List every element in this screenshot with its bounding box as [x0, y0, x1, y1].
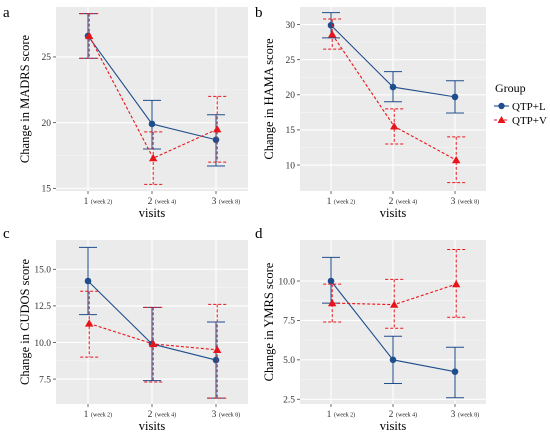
data-point: [213, 345, 222, 353]
x-tick-sublabel: (week 4): [396, 412, 417, 419]
x-tick-label: 3: [212, 410, 217, 420]
series-qtp-v: [80, 13, 227, 185]
x-axis-title: visits: [139, 206, 166, 220]
data-point: [389, 83, 397, 91]
legend-entry-qtp-v: QTP+V: [494, 115, 547, 127]
x-tick-sublabel: (week 2): [334, 199, 355, 206]
series-qtp-v: [323, 18, 466, 184]
y-axis-title: Change in CUDOS score: [18, 259, 32, 385]
panel-b: 10 15 20 25 30 1 (week 2) 2 (week 4) 3 (week 8) vis…: [255, 5, 486, 220]
panel-d: 2.5 5.0 7.5 10.0 1 (week 2) 2 (week 4) 3 (week 8)…: [255, 226, 486, 433]
y-axis-title: Change in HAMA score: [262, 38, 276, 160]
x-axis-title: visits: [139, 419, 166, 433]
panel-letter: a: [3, 5, 10, 21]
x-tick-label: 2: [389, 197, 394, 207]
y-axis-title: Change in YMRS score: [262, 262, 276, 381]
series-qtp-l: [322, 12, 464, 114]
y-tick-label: 12.5: [34, 302, 51, 312]
y-axis-title: Change in MADRS score: [18, 34, 32, 163]
legend-title: Group: [495, 81, 526, 95]
data-point: [389, 356, 397, 364]
y-tick-label: 25: [286, 56, 296, 66]
data-point: [212, 356, 220, 364]
y-tick-label: 10.0: [34, 339, 51, 349]
data-point: [452, 155, 461, 164]
x-tick-label: 2: [148, 197, 153, 207]
x-tick-label: 2: [148, 410, 153, 420]
y-tick-label: 15: [286, 126, 296, 136]
y-tick-label: 20: [42, 119, 52, 129]
x-tick-sublabel: (week 8): [219, 199, 240, 206]
x-tick-label: 3: [451, 197, 456, 207]
y-tick-label: 7.5: [39, 375, 51, 385]
y-tick-label: 2.5: [283, 396, 295, 406]
data-point: [84, 277, 92, 285]
x-tick-label: 3: [451, 410, 456, 420]
data-point: [327, 21, 335, 29]
panel-letter: b: [255, 5, 263, 21]
x-tick-label: 2: [389, 410, 394, 420]
y-tick-label: 25: [42, 53, 52, 63]
y-tick-label: 10: [286, 161, 296, 171]
panel-c: 7.5 10.0 12.5 15.0 1 (week 2) 2 (week 4) 3 (week …: [3, 226, 248, 433]
x-tick-sublabel: (week 2): [91, 412, 112, 419]
x-tick-sublabel: (week 2): [334, 412, 355, 419]
y-tick-label: 30: [286, 21, 296, 31]
y-tick-label: 20: [286, 91, 296, 101]
x-tick-sublabel: (week 4): [155, 199, 176, 206]
legend-marker: [498, 102, 505, 110]
x-tick-sublabel: (week 8): [458, 412, 479, 419]
y-tick-label: 5.0: [283, 356, 295, 366]
x-tick-sublabel: (week 8): [458, 199, 479, 206]
data-point: [149, 339, 158, 348]
x-tick-label: 1: [84, 410, 89, 420]
panel-a: 15 20 25 1 (week 2) 2 (week 4) 3 (week 8) visits C…: [3, 5, 248, 220]
legend-label: QTP+V: [512, 115, 547, 127]
x-tick-label: 1: [84, 197, 89, 207]
legend-entry-qtp-l: QTP+L: [494, 101, 546, 113]
x-tick-sublabel: (week 4): [155, 412, 176, 419]
data-point: [212, 136, 220, 144]
legend-label: QTP+L: [512, 101, 546, 113]
data-point: [390, 300, 399, 308]
y-tick-label: 7.5: [283, 317, 295, 327]
x-axis-title: visits: [380, 419, 407, 433]
x-tick-label: 1: [327, 197, 332, 207]
legend: Group QTP+L QTP+V: [494, 81, 547, 127]
series-qtp-v: [323, 248, 466, 329]
x-axis-title: visits: [380, 206, 407, 220]
series-qtp-l: [322, 256, 464, 399]
data-point: [85, 31, 94, 40]
panel-letter: c: [3, 226, 10, 242]
data-point: [390, 122, 399, 130]
data-point: [149, 153, 158, 162]
data-point: [452, 279, 461, 288]
x-tick-sublabel: (week 4): [396, 199, 417, 206]
data-point: [328, 298, 337, 307]
y-tick-label: 10.0: [278, 277, 295, 287]
data-point: [85, 319, 94, 327]
legend-marker: [497, 116, 506, 123]
data-point: [148, 120, 156, 128]
series-qtp-v: [80, 290, 227, 399]
x-tick-sublabel: (week 8): [219, 412, 240, 419]
x-tick-sublabel: (week 2): [91, 199, 112, 206]
y-tick-label: 15.0: [34, 266, 51, 276]
x-tick-label: 1: [327, 410, 332, 420]
x-tick-label: 3: [212, 197, 217, 207]
data-point: [327, 277, 335, 285]
data-point: [328, 30, 337, 38]
panel-letter: d: [255, 226, 263, 242]
data-point: [213, 125, 222, 133]
y-tick-label: 15: [42, 185, 52, 195]
data-point: [451, 93, 459, 101]
data-point: [451, 368, 459, 375]
